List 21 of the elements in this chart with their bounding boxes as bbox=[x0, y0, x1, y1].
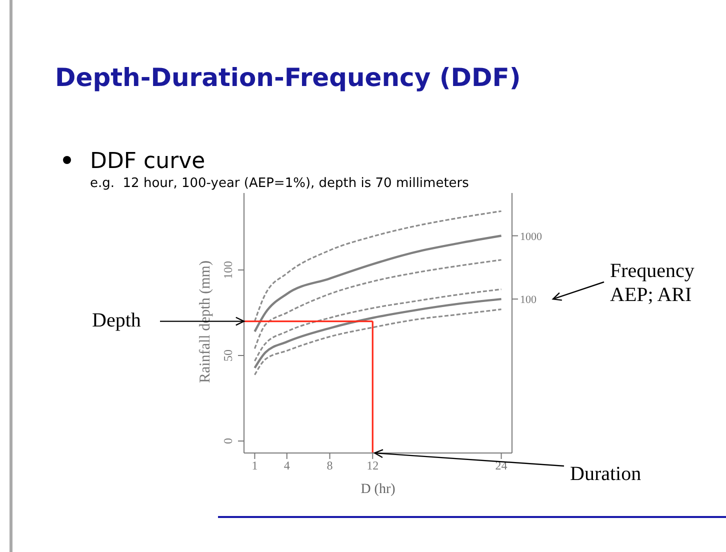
x-tick-label: 1 bbox=[252, 458, 258, 473]
y-tick-label: 50 bbox=[221, 350, 235, 362]
legend-label: 1000 bbox=[520, 230, 542, 243]
line-series bbox=[254, 259, 502, 350]
text: Frequency AEP; ARI bbox=[610, 260, 694, 306]
y-axis-title: Rainfall depth (mm) bbox=[197, 260, 214, 383]
line-series bbox=[254, 288, 502, 362]
x-axis-title: D (hr) bbox=[360, 482, 396, 497]
text: e.g. 12 hour, 100-year (AEP=1%), depth is 70 millimeters bbox=[90, 176, 470, 191]
y-tick-label: 0 bbox=[221, 438, 235, 444]
y-tick-label: 100 bbox=[221, 260, 235, 279]
line-series bbox=[254, 234, 502, 333]
annotation: Depth bbox=[92, 309, 141, 332]
x-tick-label: 8 bbox=[326, 458, 333, 473]
line-series bbox=[254, 210, 502, 322]
x-tick-label: 12 bbox=[366, 458, 379, 473]
annotation: Duration bbox=[570, 463, 642, 485]
x-tick-label: 4 bbox=[284, 458, 290, 473]
chart-title: Depth-Duration-Frequency (DDF) bbox=[55, 63, 521, 92]
chart-subtitle: DDF curve bbox=[90, 149, 206, 174]
legend-label: 100 bbox=[520, 294, 537, 306]
